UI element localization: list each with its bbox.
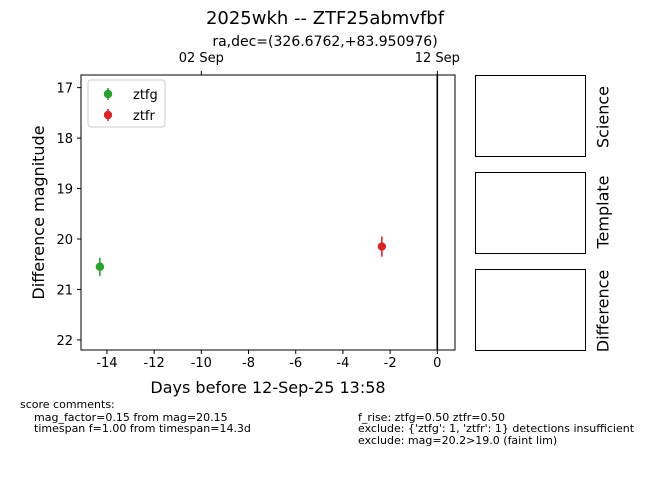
x-tick-label: -14	[96, 356, 117, 371]
y-tick-label: 19	[56, 183, 73, 198]
score-comment-right-line-3: exclude: mag=20.2>19.0 (faint lim)	[358, 434, 558, 447]
legend-dot-ztfr	[103, 110, 113, 120]
template-panel-label: Template	[593, 175, 613, 249]
x-tick-label: -2	[384, 356, 397, 371]
y-tick-label: 17	[56, 82, 73, 97]
score-comments-heading: score comments:	[20, 398, 115, 411]
template-image-panel	[475, 172, 586, 254]
x-axis-label: Days before 12-Sep-25 13:58	[150, 378, 385, 397]
x-tick-label: 0	[433, 356, 441, 371]
ztfr-point	[377, 242, 387, 251]
ztfg-point	[95, 262, 105, 271]
score-comment-line-2: timespan f=1.00 from timespan=14.3d	[34, 422, 251, 435]
y-tick-label: 21	[56, 283, 73, 298]
x-tick-label: -12	[144, 356, 165, 371]
x-tick-label: -8	[242, 356, 255, 371]
chart-title: 2025wkh -- ZTF25abmvfbf	[205, 8, 445, 29]
y-tick-label: 18	[56, 132, 73, 147]
plot-frame	[80, 74, 456, 351]
top-axis-tick-label: 12 Sep	[415, 51, 460, 66]
legend-dot-ztfg	[103, 89, 113, 99]
difference-panel-label: Difference	[593, 269, 613, 353]
legend-label-ztfg: ztfg	[133, 88, 158, 103]
x-tick-label: -4	[336, 356, 349, 371]
x-tick-label: -6	[289, 356, 302, 371]
score-comment-right-line-1: f_rise: ztfg=0.50 ztfr=0.50	[358, 411, 505, 424]
top-axis-tick-label: 02 Sep	[179, 51, 224, 66]
science-image-panel	[475, 75, 586, 157]
y-axis-label: Difference magnitude	[29, 125, 48, 299]
difference-image-panel	[475, 269, 586, 351]
legend-label-ztfr: ztfr	[133, 109, 155, 124]
score-comment-right-line-2: exclude: {'ztfg': 1, 'ztfr': 1} detectio…	[358, 422, 635, 435]
x-tick-label: -10	[191, 356, 212, 371]
science-panel-label: Science	[593, 85, 613, 149]
score-comment-line-1: mag_factor=0.15 from mag=20.15	[34, 411, 228, 424]
y-tick-label: 20	[56, 233, 73, 248]
y-tick-label: 22	[56, 334, 73, 349]
chart-subtitle: ra,dec=(326.6762,+83.950976)	[212, 34, 438, 50]
